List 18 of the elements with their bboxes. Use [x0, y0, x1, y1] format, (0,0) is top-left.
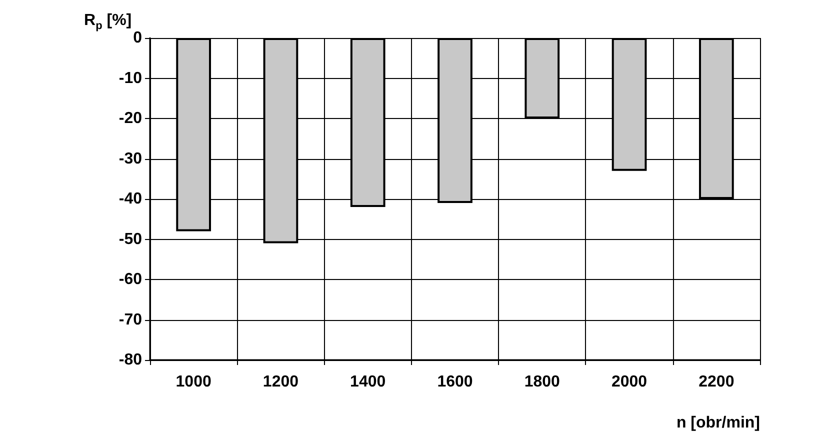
x-tick-label: 2000 — [611, 374, 648, 390]
y-tick-label: -70 — [118, 311, 142, 328]
y-tick-label: -50 — [118, 230, 142, 248]
x-tick-label: 1800 — [524, 374, 560, 390]
y-tick-label: 0 — [133, 30, 142, 46]
x-axis-title: n [obr/min] — [676, 414, 760, 432]
y-tick-label: -10 — [118, 70, 142, 87]
y-tick-label: -30 — [118, 150, 142, 168]
y-tick-label: -80 — [118, 352, 142, 368]
x-tick-label: 1600 — [437, 374, 473, 390]
y-tick-label: -40 — [118, 190, 142, 208]
y-axis-title: R$_{p}$ [%] — [84, 12, 132, 32]
x-tick-label: 1000 — [176, 374, 212, 390]
x-tick-label: 2200 — [698, 374, 734, 390]
x-tick-label: 1400 — [350, 374, 386, 390]
y-tick-label: -60 — [118, 271, 142, 288]
y-tick-label: -20 — [118, 110, 142, 127]
x-tick-label: 1200 — [262, 374, 299, 390]
